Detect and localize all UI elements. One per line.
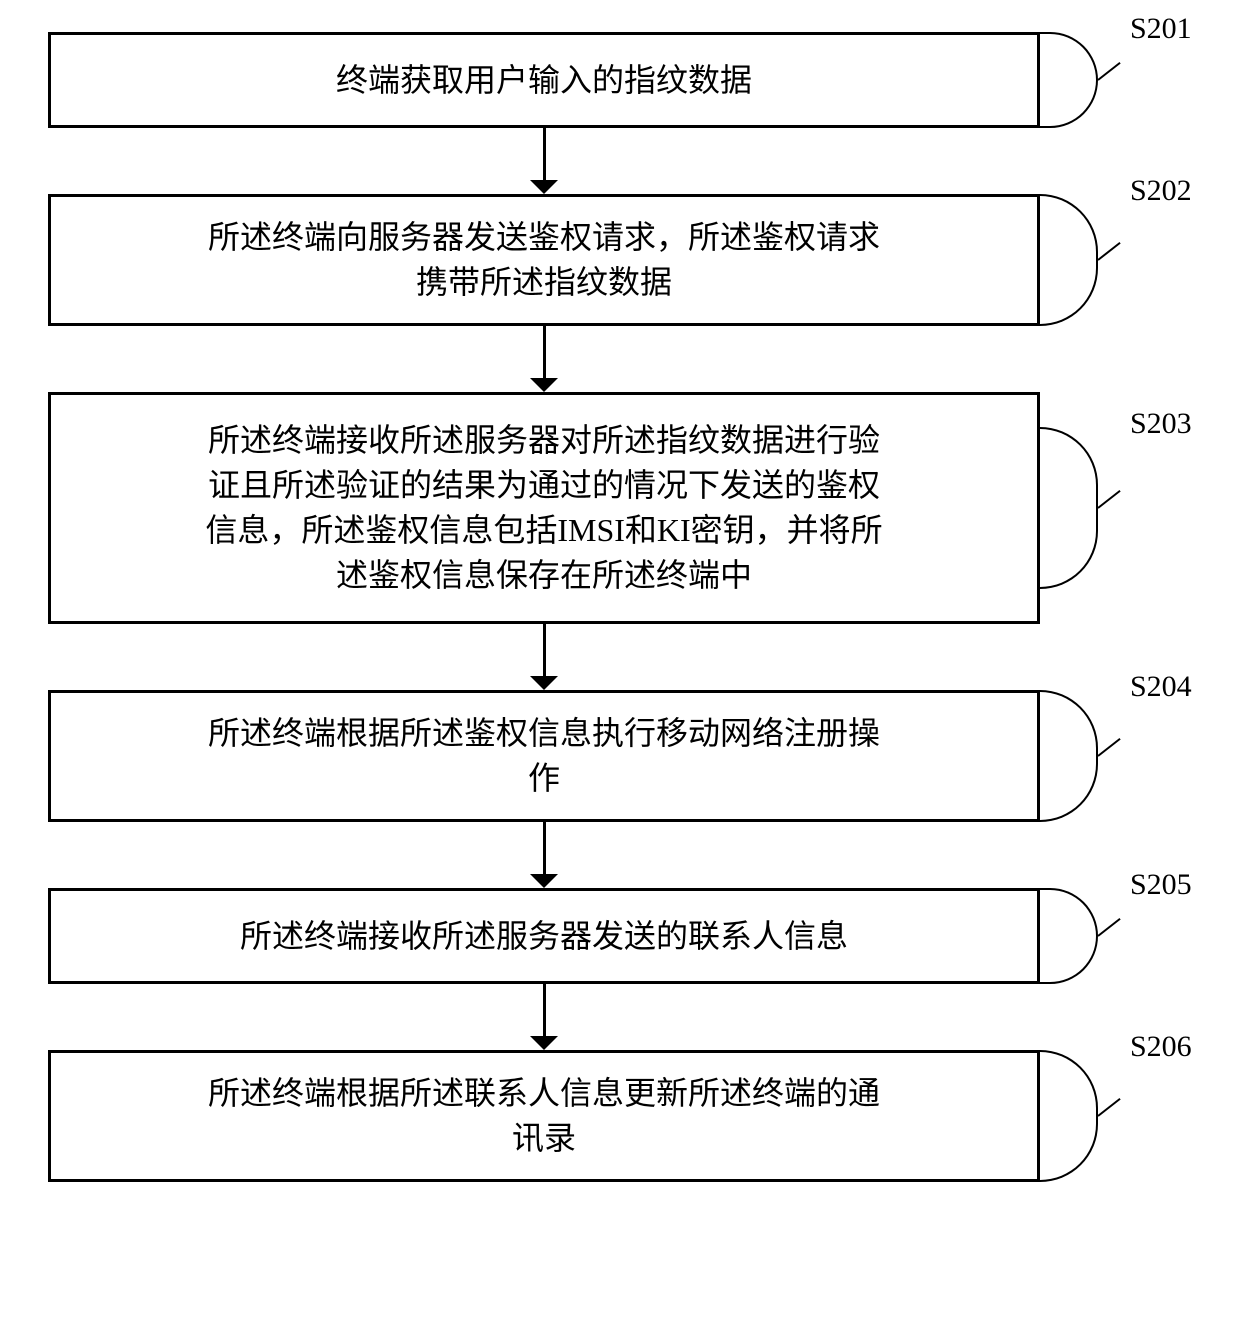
step-label-s205: S205 xyxy=(1130,868,1192,902)
arrow-head-icon xyxy=(530,676,558,690)
arrow-line xyxy=(543,128,546,180)
flow-step-s204: 所述终端根据所述鉴权信息执行移动网络注册操作 xyxy=(48,690,1040,822)
arrow-head-icon xyxy=(530,874,558,888)
step-label-s201: S201 xyxy=(1130,12,1192,46)
arrow-head-icon xyxy=(530,378,558,392)
arrow-line xyxy=(543,624,546,676)
flow-step-s203: 所述终端接收所述服务器对所述指纹数据进行验证且所述验证的结果为通过的情况下发送的… xyxy=(48,392,1040,624)
flow-step-s201: 终端获取用户输入的指纹数据 xyxy=(48,32,1040,128)
flow-step-s206: 所述终端根据所述联系人信息更新所述终端的通讯录 xyxy=(48,1050,1040,1182)
connector-tip xyxy=(1097,918,1120,937)
arrow-line xyxy=(543,984,546,1036)
connector-curve xyxy=(1040,1050,1098,1182)
connector-curve xyxy=(1040,194,1098,326)
arrow-line xyxy=(543,326,546,378)
step-label-s202: S202 xyxy=(1130,174,1192,208)
connector-curve xyxy=(1040,888,1098,984)
connector-tip xyxy=(1097,242,1120,261)
flowchart-canvas: 终端获取用户输入的指纹数据所述终端向服务器发送鉴权请求，所述鉴权请求携带所述指纹… xyxy=(0,0,1240,1336)
flow-step-s202: 所述终端向服务器发送鉴权请求，所述鉴权请求携带所述指纹数据 xyxy=(48,194,1040,326)
arrow-head-icon xyxy=(530,180,558,194)
flow-step-text: 终端获取用户输入的指纹数据 xyxy=(336,58,752,103)
flow-step-text: 所述终端接收所述服务器发送的联系人信息 xyxy=(240,914,848,959)
connector-tip xyxy=(1097,738,1120,757)
connector-tip xyxy=(1097,1098,1120,1117)
connector-curve xyxy=(1040,427,1098,589)
connector-curve xyxy=(1040,690,1098,822)
flow-step-s205: 所述终端接收所述服务器发送的联系人信息 xyxy=(48,888,1040,984)
connector-tip xyxy=(1097,490,1120,509)
flow-step-text: 所述终端根据所述鉴权信息执行移动网络注册操作 xyxy=(208,711,880,801)
flow-step-text: 所述终端根据所述联系人信息更新所述终端的通讯录 xyxy=(208,1071,880,1161)
step-label-s206: S206 xyxy=(1130,1030,1192,1064)
connector-tip xyxy=(1097,62,1120,81)
arrow-line xyxy=(543,822,546,874)
connector-curve xyxy=(1040,32,1098,128)
arrow-head-icon xyxy=(530,1036,558,1050)
flow-step-text: 所述终端接收所述服务器对所述指纹数据进行验证且所述验证的结果为通过的情况下发送的… xyxy=(205,418,882,597)
flow-step-text: 所述终端向服务器发送鉴权请求，所述鉴权请求携带所述指纹数据 xyxy=(208,215,880,305)
step-label-s203: S203 xyxy=(1130,407,1192,441)
step-label-s204: S204 xyxy=(1130,670,1192,704)
